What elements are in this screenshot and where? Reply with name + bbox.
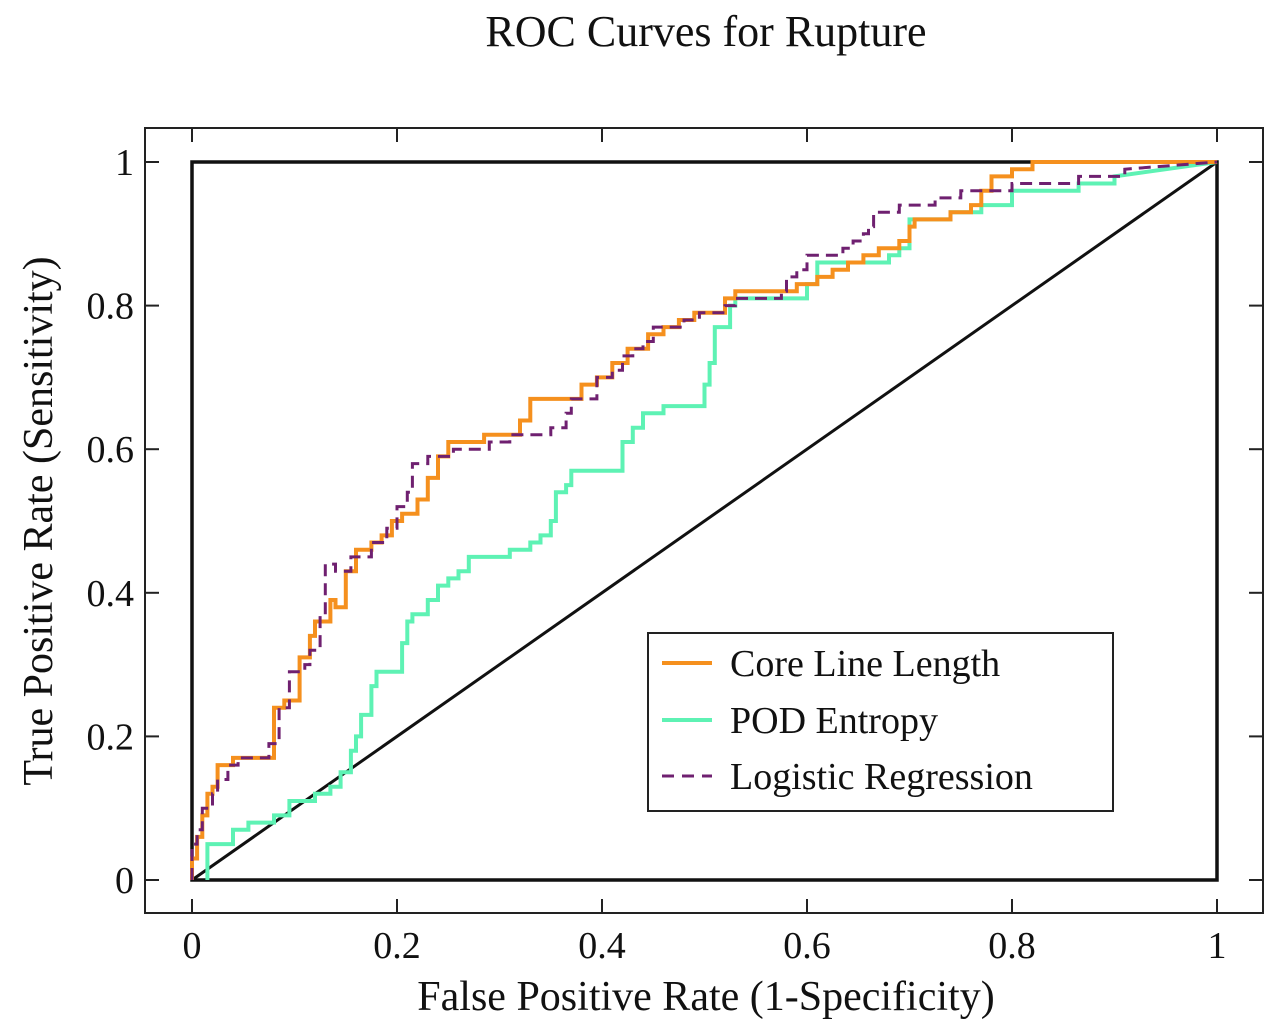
y-tick-label: 0.8: [87, 286, 135, 328]
legend-label-logistic-regression: Logistic Regression: [730, 756, 1033, 798]
y-tick-label: 0.2: [87, 716, 135, 758]
legend: Core Line Length POD Entropy Logistic Re…: [647, 632, 1114, 812]
y-tick-label: 0.6: [87, 429, 135, 471]
x-tick-label: 0.8: [988, 925, 1036, 967]
series-line-logistic-regression: [190, 160, 1218, 880]
y-tick-label: 0: [115, 860, 134, 902]
x-tick-label: 1: [1208, 925, 1227, 967]
plot-area-border: [190, 160, 1219, 882]
x-tick-label: 0.4: [578, 925, 626, 967]
y-tick-label: 0.4: [87, 573, 135, 615]
series-lines: [190, 160, 1218, 882]
chart-title: ROC Curves for Rupture: [485, 7, 926, 56]
reference-diagonal-line: [191, 160, 1218, 882]
y-tick-label: 1: [115, 142, 134, 184]
series-line-pod-entropy: [205, 160, 1218, 880]
plot-frame: [144, 127, 1264, 914]
x-tick-label: 0.6: [783, 925, 831, 967]
legend-label-pod-entropy: POD Entropy: [730, 700, 938, 742]
axis-tick-labels: 0 0.2 0.4 0.6 0.8 1 0 0.2 0.4 0.6 0.8 1: [87, 142, 1227, 967]
legend-box: [647, 632, 1114, 812]
legend-label-core-line-length: Core Line Length: [730, 643, 1000, 685]
axis-ticks: [145, 128, 1263, 913]
x-axis-label: False Positive Rate (1-Specificity): [417, 974, 994, 1020]
x-tick-label: 0: [183, 925, 202, 967]
y-axis-label: True Positive Rate (Sensitivity): [16, 256, 62, 785]
x-tick-label: 0.2: [373, 925, 421, 967]
